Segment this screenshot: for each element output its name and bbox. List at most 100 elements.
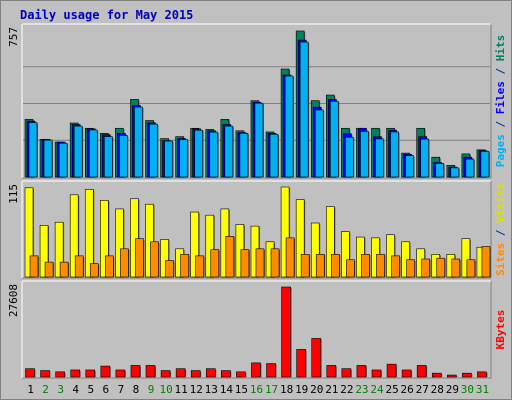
x-tick-label-day-8: 8 [133,383,140,396]
bar-sites-day-4 [74,255,84,278]
bar-pages-day-12 [194,129,204,178]
x-tick-label-day-12: 12 [190,383,203,396]
bar-pages-day-10 [164,140,173,178]
legend-label-kbytes: KBytes [494,310,507,350]
x-tick-label-day-7: 7 [118,383,125,396]
bar-pages-day-6 [104,136,113,178]
bar-kbytes-day-8 [130,365,141,378]
bar-kbytes-day-13 [205,368,216,378]
bar-sites-day-24 [376,254,385,278]
ymax-label-sites_visits: 115 [7,184,20,204]
bar-kbytes-day-11 [175,368,186,378]
bar-sites-day-12 [195,255,205,278]
x-tick-label-day-18: 18 [280,383,293,396]
bar-visits-day-3 [54,221,64,278]
bar-kbytes-day-15 [236,371,246,378]
bar-visits-day-4 [69,194,79,278]
bar-kbytes-day-7 [115,369,126,378]
bar-kbytes-day-26 [401,369,412,378]
x-tick-label-day-10: 10 [159,383,172,396]
bar-kbytes-day-27 [416,365,427,378]
x-tick-label-day-1: 1 [27,383,34,396]
x-tick-label-day-31: 31 [476,383,489,396]
x-tick-label-day-22: 22 [340,383,353,396]
bar-pages-day-2 [43,139,53,178]
bar-visits-day-13 [205,214,215,278]
bar-kbytes-day-31 [477,371,487,378]
panel-frame-kbytes [21,280,492,379]
panel-pages_files_hits: 757 Pages / Files / Hits [7,23,507,179]
bar-sites-day-30 [466,259,476,278]
bar-sites-day-17 [270,248,280,278]
bar-sites-day-19 [300,254,310,278]
bar-visits-day-20 [310,222,320,278]
panel-sites_visits: 115 Sites / Visits [7,180,507,279]
bar-kbytes-day-24 [371,369,382,378]
bar-pages-day-20 [314,109,324,178]
legend-part-1: / [494,223,507,243]
bar-sites-day-29 [451,258,461,278]
bar-kbytes-day-25 [386,363,397,378]
bar-pages-day-27 [420,138,429,178]
bar-visits-day-5 [84,189,94,278]
bar-visits-day-12 [190,211,200,278]
x-tick-label-day-14: 14 [220,383,234,396]
bar-sites-day-23 [361,254,370,278]
bar-pages-day-17 [269,133,279,178]
bar-sites-day-7 [120,248,129,278]
bar-pages-day-25 [390,131,399,178]
x-tick-label-day-21: 21 [325,383,338,396]
legend-part-0: KBytes [494,310,507,350]
x-tick-label-day-6: 6 [103,383,110,396]
legend-label-pages_files_hits: Pages / Files / Hits [494,35,507,168]
bar-visits-day-6 [100,200,109,278]
bar-pages-day-16 [254,102,264,178]
bar-kbytes-day-6 [100,365,111,378]
bar-sites-day-3 [59,261,69,278]
bar-pages-day-1 [28,122,38,178]
x-tick-label-day-9: 9 [148,383,155,396]
bar-sites-day-25 [391,255,400,278]
legend-part-1: / [494,114,507,134]
bar-sites-day-22 [346,259,355,278]
bar-sites-day-11 [180,254,189,278]
chart-title: Daily usage for May 2015 [20,8,193,22]
bar-kbytes-day-21 [326,365,337,378]
bar-kbytes-day-30 [462,372,472,378]
bar-sites-day-5 [89,263,99,278]
bar-pages-day-5 [88,129,98,178]
bar-pages-day-13 [209,131,219,178]
bar-pages-day-21 [329,100,339,178]
x-tick-label-day-17: 17 [265,383,278,396]
bar-kbytes-day-23 [356,365,367,378]
bar-kbytes-day-12 [190,370,201,378]
x-tick-label-day-26: 26 [401,383,414,396]
bar-sites-day-13 [210,249,220,278]
bar-sites-day-16 [255,248,265,278]
bar-pages-day-30 [465,158,475,178]
bar-visits-day-22 [341,231,350,278]
bar-visits-day-1 [24,187,34,278]
bar-sites-day-15 [240,249,250,278]
bar-kbytes-day-19 [296,349,306,378]
legend-label-sites_visits: Sites / Visits [494,183,507,276]
bar-visits-day-7 [115,208,124,278]
bar-sites-day-18 [285,237,295,278]
bar-kbytes-day-17 [266,363,276,378]
legend-part-0: Pages [494,134,507,167]
x-tick-label-day-27: 27 [416,383,429,396]
bar-kbytes-day-14 [221,370,231,378]
x-tick-label-day-11: 11 [175,383,188,396]
bar-kbytes-day-4 [70,369,80,378]
bar-pages-day-29 [450,167,460,178]
bar-visits-day-10 [160,239,169,278]
x-tick-label-day-19: 19 [295,383,308,396]
bar-pages-day-24 [375,138,384,178]
bar-sites-day-2 [44,261,54,278]
bar-kbytes-day-3 [55,371,65,378]
x-tick-label-day-30: 30 [461,383,474,396]
x-tick-label-day-3: 3 [57,383,64,396]
x-tick-label-day-28: 28 [431,383,444,396]
bar-sites-day-1 [29,255,39,278]
bar-sites-day-14 [225,236,235,278]
